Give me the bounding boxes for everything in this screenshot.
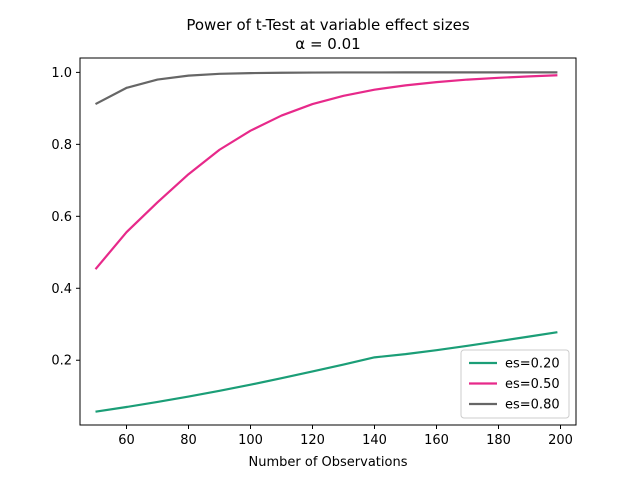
x-tick-label: 100 xyxy=(238,433,263,448)
x-tick-label: 120 xyxy=(300,433,325,448)
x-tick-label: 60 xyxy=(118,433,135,448)
series-line-2 xyxy=(94,71,558,106)
x-tick-label: 140 xyxy=(362,433,387,448)
y-tick-label: 0.8 xyxy=(51,138,72,153)
series-line-1 xyxy=(94,74,558,270)
legend-box xyxy=(460,349,570,419)
legend-label-1: es=0.50 xyxy=(505,377,560,392)
x-tick-label: 80 xyxy=(180,433,197,448)
plot-frame xyxy=(79,57,577,426)
chart-subtitle: α = 0.01 xyxy=(295,35,360,53)
y-tick-label: 0.2 xyxy=(51,354,72,369)
plot-lines xyxy=(94,71,558,413)
y-tick-label: 0.4 xyxy=(51,282,72,297)
legend-label-0: es=0.20 xyxy=(505,357,560,372)
legend: es=0.20 es=0.50 es=0.80 xyxy=(460,349,570,419)
x-tick-label: 180 xyxy=(486,433,511,448)
chart-title: Power of t-Test at variable effect sizes xyxy=(186,16,469,34)
series-line-0 xyxy=(95,331,558,413)
y-tick-label: 0.6 xyxy=(51,210,72,225)
x-axis-ticks: 60 80 100 120 140 160 180 200 xyxy=(118,425,573,448)
y-axis-ticks: 0.2 0.4 0.6 0.8 1.0 xyxy=(51,66,80,369)
y-tick-label: 1.0 xyxy=(51,66,72,81)
x-tick-label: 160 xyxy=(424,433,449,448)
x-tick-label: 200 xyxy=(548,433,573,448)
x-axis-label: Number of Observations xyxy=(249,455,408,470)
legend-label-2: es=0.80 xyxy=(505,398,560,413)
